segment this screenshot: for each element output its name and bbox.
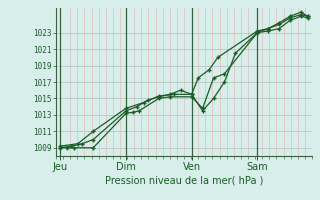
X-axis label: Pression niveau de la mer( hPa ): Pression niveau de la mer( hPa ) [105, 176, 263, 186]
